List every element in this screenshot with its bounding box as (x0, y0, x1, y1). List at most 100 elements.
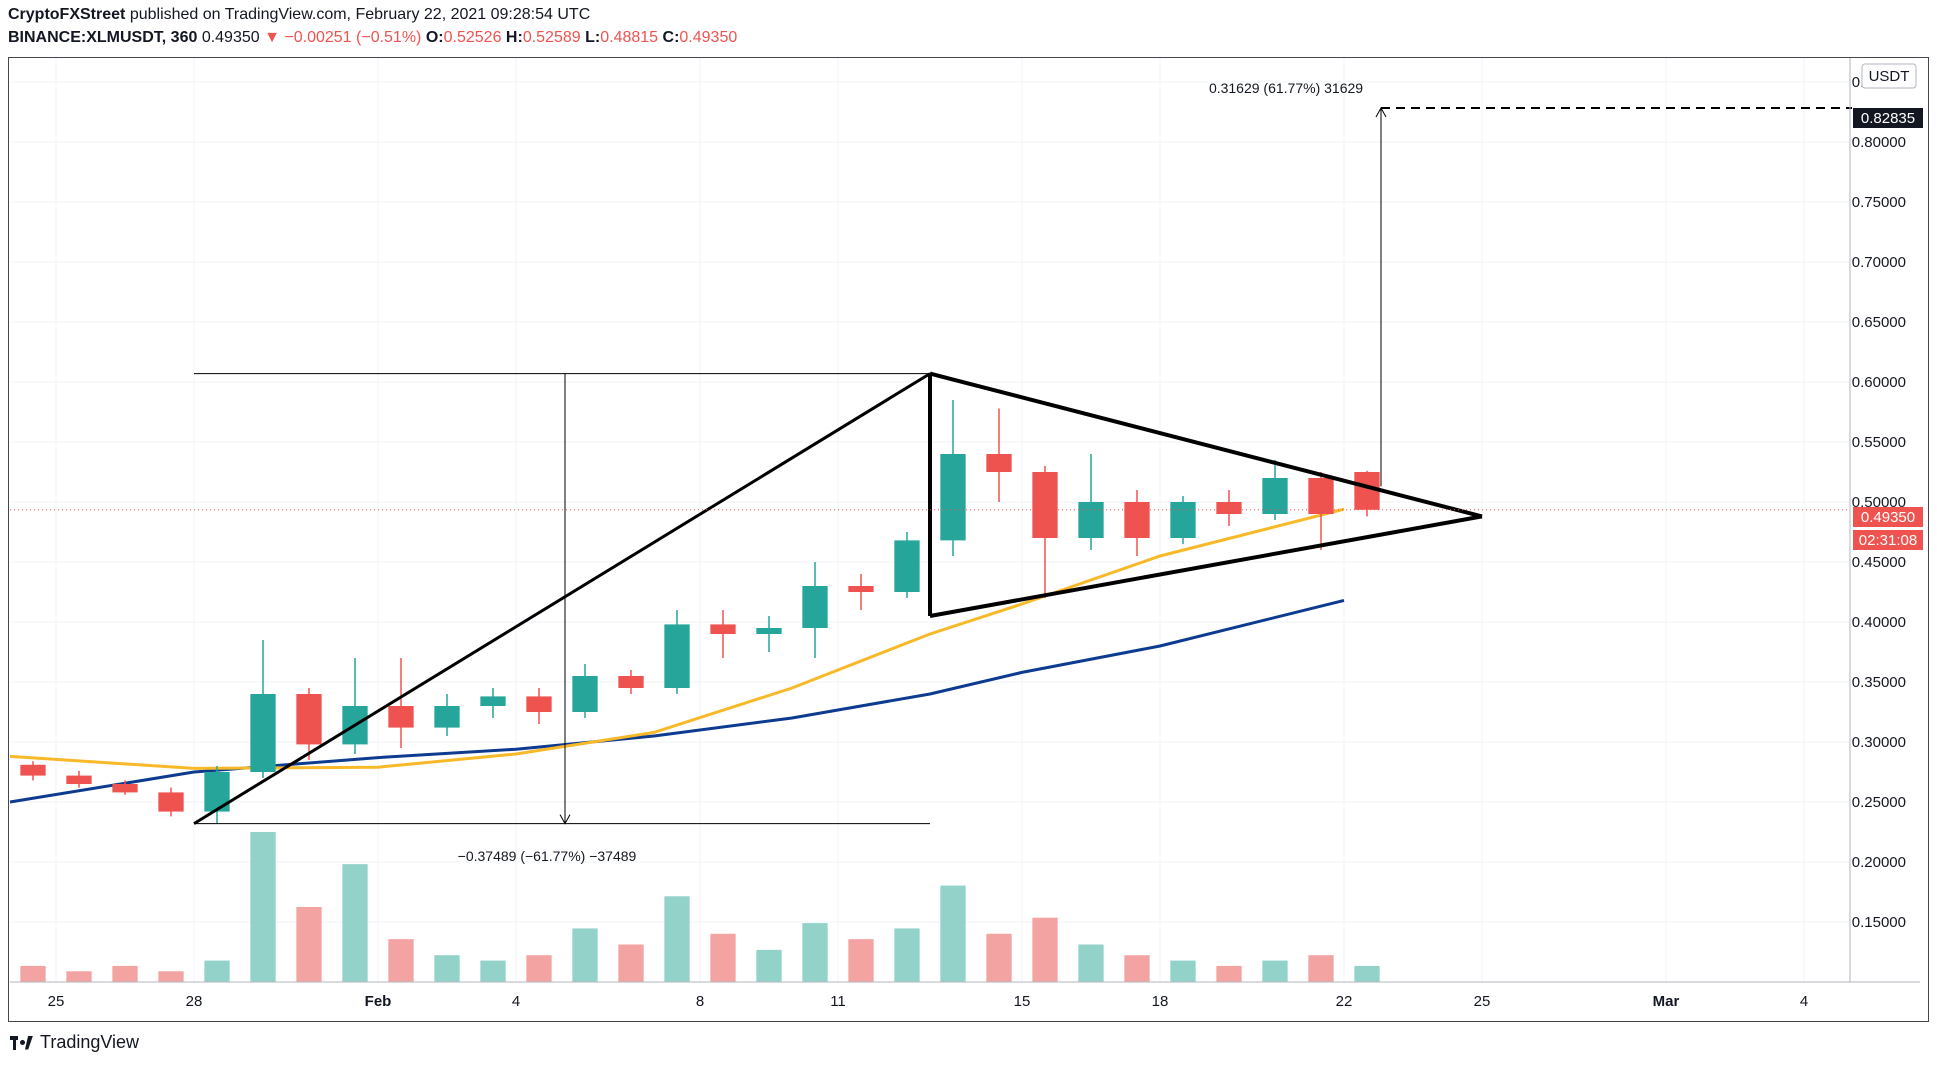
date-tick-label: 25 (1474, 993, 1491, 1010)
date-tick-label: 15 (1014, 993, 1031, 1010)
date-tick-label: 18 (1152, 993, 1169, 1010)
volume-bar (1078, 944, 1104, 982)
volume-bar (250, 832, 276, 982)
candle-body (296, 694, 322, 745)
volume-bar (1032, 917, 1058, 982)
candle-body (618, 676, 644, 688)
measure-arrow-head (559, 814, 571, 825)
volume-bar (1216, 965, 1242, 982)
price-tick-label: 0.30000 (1852, 734, 1906, 751)
candles (20, 400, 1380, 824)
candle-body (526, 696, 552, 712)
volume-bar (388, 939, 414, 982)
currency-label: USDT (1869, 68, 1910, 85)
close-label: C: (662, 29, 680, 46)
price-tick-label: 0.25000 (1852, 794, 1906, 811)
candle-body (756, 628, 782, 634)
candle-body (1262, 478, 1288, 514)
price-tick-label: 0.75000 (1852, 194, 1906, 211)
candle-body (1354, 472, 1380, 510)
volume-bar (434, 955, 460, 982)
publish-info: published on TradingView.com, February 2… (129, 6, 591, 23)
candle-body (1170, 502, 1196, 538)
price-tick-label: 0.15000 (1852, 914, 1906, 931)
low-label: L: (585, 29, 601, 46)
volume-bar (940, 885, 966, 982)
date-tick-label: 4 (512, 993, 520, 1010)
volume-bar (204, 960, 230, 982)
candle-body (986, 454, 1012, 472)
close-value: 0.49350 (679, 29, 738, 46)
symbol-line: BINANCE:XLMUSDT, 360 0.49350 ▼ −0.00251 … (8, 29, 737, 47)
current-price-text: 0.49350 (1861, 509, 1915, 526)
date-tick-label: 8 (696, 993, 704, 1010)
price-tick-label: 0.80000 (1852, 134, 1906, 151)
triangle-upper-line (929, 371, 1483, 519)
candle-body (802, 586, 828, 628)
candle-body (158, 792, 184, 812)
publisher-name[interactable]: CryptoFXStreet (8, 6, 126, 23)
volume-bar (296, 907, 322, 982)
open-label: O: (425, 29, 444, 46)
date-tick-label: 4 (1800, 993, 1808, 1010)
target-price-badge: 0.82835 (1853, 108, 1923, 128)
price-tick-label: 0.45000 (1852, 554, 1906, 571)
volume-bar (1354, 965, 1380, 982)
target-price-text: 0.82835 (1861, 110, 1915, 127)
volume-bar (158, 971, 184, 982)
volume-bar (1308, 955, 1334, 982)
volume-bar (112, 965, 138, 982)
tradingview-logo-icon (10, 1035, 34, 1050)
candle-body (1216, 502, 1242, 514)
low-value: 0.48815 (600, 29, 659, 46)
chart-axes: 0.850000.800000.750000.700000.650000.600… (10, 58, 1920, 1010)
candle-body (112, 784, 138, 793)
candle-body (480, 696, 506, 706)
pattern-drawings (10, 106, 1852, 825)
volume-bar (526, 955, 552, 982)
volume-bar (802, 923, 828, 982)
footer-brand[interactable]: TradingView (10, 1032, 139, 1053)
candle-body (66, 775, 92, 784)
volume-bars (20, 832, 1380, 982)
date-tick-label: 11 (830, 993, 846, 1010)
price-tick-label: 0.20000 (1852, 854, 1906, 871)
high-value: 0.52589 (522, 29, 581, 46)
candle-body (1078, 502, 1104, 538)
ema-long-line (9, 598, 1345, 804)
flagpole-line (193, 372, 931, 825)
date-tick-label: 25 (48, 993, 65, 1010)
price-tick-label: 0.35000 (1852, 674, 1906, 691)
candle-body (1308, 478, 1334, 514)
candle-body (894, 540, 920, 592)
top-measure-label: 0.31629 (61.77%) 31629 (1209, 80, 1363, 96)
high-label: H: (505, 29, 523, 46)
date-tick-label: 28 (186, 993, 203, 1010)
volume-bar (710, 933, 736, 982)
volume-bar (1124, 955, 1150, 982)
volume-bar (1170, 960, 1196, 982)
candle-body (250, 694, 276, 772)
date-tick-label: Feb (365, 993, 392, 1010)
countdown-text: 02:31:08 (1859, 532, 1917, 549)
open-value: 0.52526 (443, 29, 502, 46)
chart-frame[interactable] (8, 57, 1929, 1022)
last-price: 0.49350 (201, 29, 260, 46)
date-tick-label: Mar (1653, 993, 1680, 1010)
candle-body (848, 586, 874, 592)
candle-body (940, 454, 966, 541)
volume-bar (66, 971, 92, 982)
date-tick-label: 22 (1336, 993, 1353, 1010)
bottom-measure-label: −0.37489 (−61.77%) −37489 (458, 848, 637, 864)
candle-body (1124, 502, 1150, 538)
price-tick-label: 0.65000 (1852, 314, 1906, 331)
current-price-badge: 0.49350 02:31:08 (1853, 507, 1923, 550)
volume-bar (756, 949, 782, 982)
symbol-label[interactable]: BINANCE:XLMUSDT, 360 (8, 29, 198, 46)
publish-line: CryptoFXStreet published on TradingView.… (8, 6, 590, 24)
volume-bar (480, 960, 506, 982)
volume-bar (20, 965, 46, 982)
price-tick-label: 0.55000 (1852, 434, 1906, 451)
candle-body (572, 676, 598, 712)
